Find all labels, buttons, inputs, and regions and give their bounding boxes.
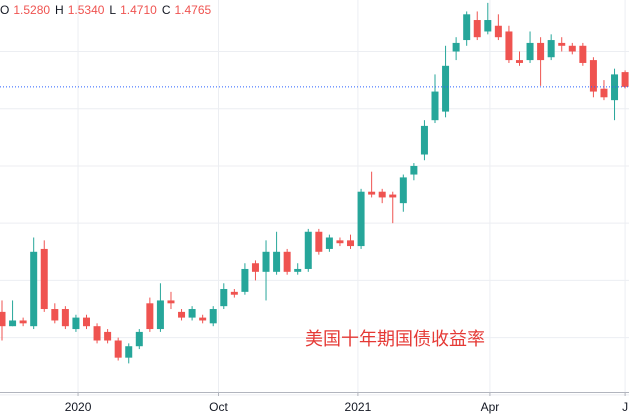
legend-key: L [109,3,116,17]
candle-body [600,88,608,98]
candle-body [357,191,365,247]
candle-body [389,194,397,198]
candle-body [558,42,566,46]
candle-body [611,74,619,101]
legend-key: O [0,3,9,17]
candle-body [420,125,428,155]
x-tick-label: Oct [209,400,228,414]
candle-body [579,45,587,63]
candle-body [315,231,323,252]
candle-body [241,268,249,292]
x-tick-label: 2021 [345,400,372,414]
candle-body [442,65,450,112]
candle-body [336,240,344,244]
legend-value: 1.4710 [120,3,157,17]
candle-body [494,25,502,38]
x-tick-label: J [622,400,628,414]
candle-body [199,317,207,321]
legend-key: H [55,3,64,17]
candle-body [93,326,101,341]
candle-body [283,251,291,272]
candle-body [325,237,333,249]
candle-body [178,311,186,318]
candle-body [156,300,164,330]
legend-value: 1.5340 [68,3,105,17]
ohlc-legend: O 1.5280 H 1.5340 L 1.4710 C 1.4765 [0,3,212,17]
candle-body [125,346,133,358]
candle-body [304,231,312,269]
candle-body [463,14,471,41]
x-tick-label: 2020 [65,400,92,414]
candle-body [167,300,175,304]
candle-body [294,268,302,272]
candle-body [368,191,376,195]
candle-body [378,191,386,198]
candle-body [568,45,576,52]
candle-body [209,309,217,324]
candle-body [262,251,270,272]
candle-body [473,20,481,38]
candle-body [9,320,17,327]
candle-body [484,20,492,32]
candle-body [146,303,154,330]
candle-body [505,31,513,61]
candle-body [399,177,407,204]
legend-value: 1.4765 [174,3,211,17]
candle-body [230,291,238,295]
candle-body [0,311,6,327]
candle-body [188,309,196,318]
candle-body [621,72,629,87]
candle-body [61,309,69,327]
candle-body [40,248,48,310]
candle-body [547,40,555,58]
candle-body [19,320,27,324]
candle-body [104,331,112,341]
candle-body [114,340,122,358]
x-tick-label: Apr [481,400,500,414]
candle-body [431,91,439,121]
candle-body [30,251,38,327]
candle-body [347,240,355,247]
candle-body [82,317,90,327]
candle-body [526,42,534,61]
annotation: 美国十年期国债收益率 [305,329,485,349]
candle-body [273,251,281,272]
candle-body [251,263,259,272]
candle-body [220,288,228,307]
candle-body [452,42,460,52]
legend-key: C [162,3,171,17]
candle-body [589,60,597,92]
candle-body [135,331,143,347]
candle-body [515,60,523,63]
candle-body [51,309,59,321]
candle-body [410,165,418,175]
candle-body [72,317,80,330]
candle-body [537,42,545,61]
legend-value: 1.5280 [13,3,50,17]
